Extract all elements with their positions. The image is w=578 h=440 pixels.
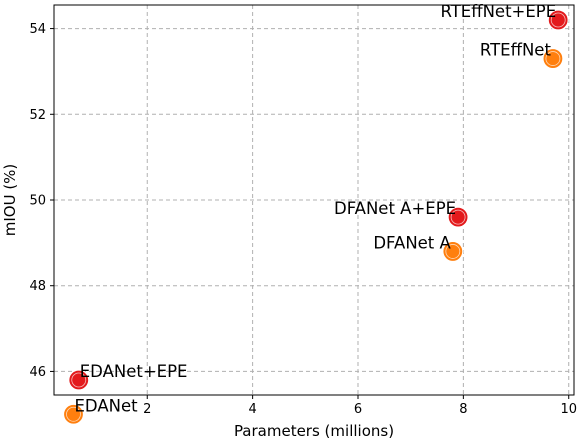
data-point-ring	[545, 51, 561, 66]
x-tick-label: 10	[560, 402, 577, 417]
y-tick-label: 54	[29, 22, 46, 37]
data-point-ring	[66, 406, 81, 422]
x-tick-label: 6	[354, 402, 362, 417]
x-axis-label: Parameters (millions)	[234, 422, 394, 440]
y-tick-label: 52	[29, 108, 46, 123]
y-tick-label: 46	[29, 365, 46, 380]
point-label: RTEffNet+EPE	[440, 2, 556, 21]
data-point-ring	[445, 244, 461, 259]
point-labels: EDANet EDANet+EPE DFANet A DFANet A+EPE RTEf…	[74, 2, 556, 415]
data-point-ring	[550, 12, 566, 28]
x-tick-label: 2	[143, 402, 151, 417]
data-points	[62, 9, 569, 425]
data-point-ring	[450, 209, 466, 225]
x-tick-label: 4	[248, 402, 256, 417]
point-label: RTEffNet	[480, 41, 552, 60]
y-axis-label: mIOU (%)	[1, 164, 19, 237]
point-label: DFANet A	[373, 233, 451, 252]
point-label: EDANet	[74, 396, 138, 415]
point-label: DFANet A+EPE	[334, 199, 456, 218]
y-tick-label: 50	[29, 194, 46, 209]
x-tick-label: 8	[459, 402, 467, 417]
y-tick-label: 48	[29, 279, 46, 294]
data-point-ring	[71, 372, 87, 388]
point-label: EDANet+EPE	[80, 362, 188, 381]
grid	[54, 5, 574, 395]
